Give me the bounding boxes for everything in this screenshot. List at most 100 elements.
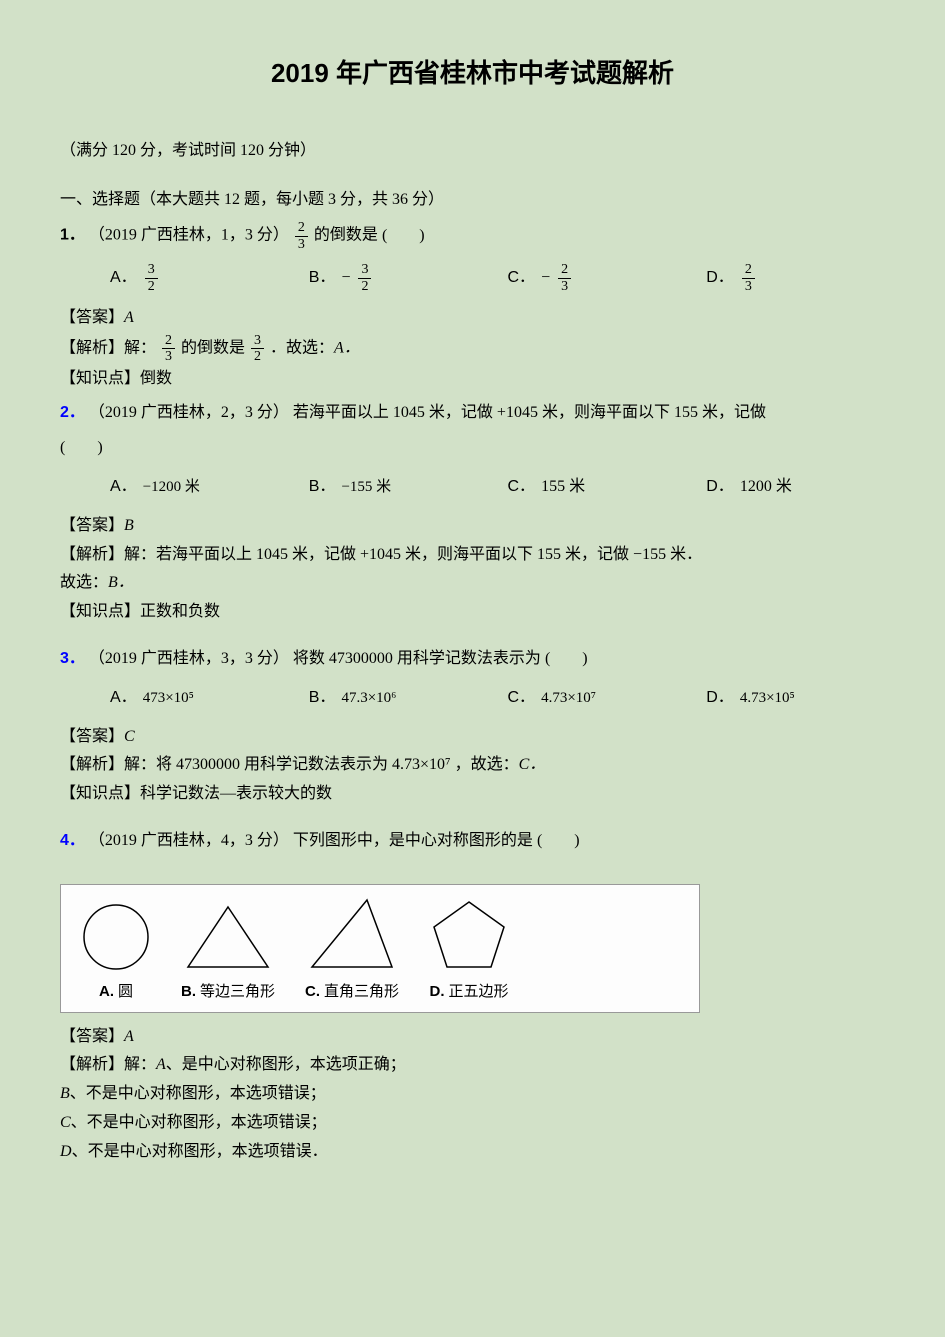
knowledge-label: 【知识点】 (60, 785, 140, 802)
q4-analysis-b: B、不是中心对称图形，本选项错误； (60, 1080, 885, 1109)
question-2: 2． （2019 广西桂林，2，3 分） 若海平面以上 1045 米，记做 +1… (60, 399, 885, 627)
opt-val: 155 米 (541, 473, 585, 502)
frac-num: 3 (358, 262, 371, 278)
q2-stem-text: 若海平面以上 1045 米，记做 +1045 米，则海平面以下 155 米，记做 (293, 404, 766, 421)
analysis-ans: C． (519, 756, 546, 773)
option-c: C．4.73×10⁷ (508, 684, 687, 713)
q2-number: 2． (60, 404, 85, 421)
answer-label: 【答案】 (60, 309, 124, 326)
answer-label: 【答案】 (60, 1028, 124, 1045)
frac-den: 3 (742, 279, 755, 294)
frac-num: 2 (558, 262, 571, 278)
answer-value: A (124, 309, 134, 326)
shape-right-triangle: C.直角三角形 (305, 897, 399, 1006)
fraction: 2 3 (742, 262, 755, 294)
q4-answer: 【答案】A (60, 1023, 885, 1052)
fraction: 3 2 (251, 333, 264, 365)
opt-val: −155 米 (341, 474, 391, 501)
q2-options: A．−1200 米 B．−155 米 C．155 米 D．1200 米 (60, 473, 885, 502)
item-letter: B (60, 1085, 70, 1102)
opt-label: D． (706, 684, 734, 713)
item-letter: A (156, 1056, 166, 1073)
option-b: B． − 3 2 (309, 262, 488, 294)
fraction: 2 3 (162, 333, 175, 365)
shapes-row: A.圆 B.等边三角形 C.直角三角形 D.正五边形 (60, 884, 700, 1013)
frac-den: 3 (295, 237, 308, 252)
shape-eq-triangle: B.等边三角形 (181, 902, 275, 1006)
option-a: A．−1200 米 (110, 473, 289, 502)
triangle-icon (183, 902, 273, 972)
option-a: A． 3 2 (110, 262, 289, 294)
fraction: 3 2 (145, 262, 158, 294)
option-a: A．473×10⁵ (110, 684, 289, 713)
frac-num: 3 (251, 333, 264, 349)
shape-label-b: B.等边三角形 (181, 978, 275, 1006)
analysis-label: 【解析】解： (60, 1056, 156, 1073)
q4-stem-text: 下列图形中，是中心对称图形的是 (293, 832, 533, 849)
q3-analysis: 【解析】解：将 47300000 用科学记数法表示为 4.73×10⁷ ，故选：… (60, 751, 885, 780)
fraction: 2 3 (558, 262, 571, 294)
answer-label: 【答案】 (60, 728, 124, 745)
q3-knowledge: 【知识点】科学记数法—表示较大的数 (60, 780, 885, 809)
q3-options: A．473×10⁵ B．47.3×10⁶ C．4.73×10⁷ D．4.73×1… (60, 684, 885, 713)
answer-label: 【答案】 (60, 517, 124, 534)
knowledge-value: 科学记数法—表示较大的数 (140, 785, 332, 802)
opt-label: B． (309, 684, 336, 713)
fraction: 3 2 (358, 262, 371, 294)
frac-num: 3 (145, 262, 158, 278)
frac-num: 2 (295, 220, 308, 236)
analysis-end: ．故选： (270, 339, 334, 356)
frac-den: 2 (145, 279, 158, 294)
neg-sign: − (341, 264, 350, 293)
shape-name: 直角三角形 (324, 984, 399, 1000)
q1-answer: 【答案】A (60, 304, 885, 333)
q1-stem-suffix: 的倒数是 (314, 227, 378, 244)
analysis-a: 、是中心对称图形，本选项正确； (166, 1056, 406, 1073)
analysis-line2: 故选： (60, 574, 108, 591)
q2-stem: 2． （2019 广西桂林，2，3 分） 若海平面以上 1045 米，记做 +1… (60, 399, 885, 428)
q2-analysis-line2: 故选：B． (60, 569, 885, 598)
neg-sign: − (541, 264, 550, 293)
item-letter: C (60, 1114, 71, 1131)
option-d: D． 2 3 (706, 262, 885, 294)
q4-analysis-a: 【解析】解：A、是中心对称图形，本选项正确； (60, 1051, 885, 1080)
analysis-text: 若海平面以上 1045 米，记做 +1045 米，则海平面以下 155 米，记做… (156, 546, 702, 563)
q4-analysis-d: D、不是中心对称图形，本选项错误． (60, 1138, 885, 1167)
shape-label-c: C.直角三角形 (305, 978, 399, 1006)
q3-stem-text: 将数 47300000 用科学记数法表示为 (293, 650, 541, 667)
analysis-label: 【解析】解： (60, 756, 156, 773)
analysis-d: 、不是中心对称图形，本选项错误． (72, 1143, 328, 1160)
shape-name: 圆 (118, 984, 133, 1000)
shape-label-d: D.正五边形 (430, 978, 509, 1006)
option-d: D．1200 米 (706, 473, 885, 502)
q3-answer: 【答案】C (60, 723, 885, 752)
analysis-ans: A． (334, 339, 360, 356)
opt-label: D． (706, 264, 734, 293)
analysis-ans: B． (108, 574, 134, 591)
analysis-label: 【解析】解： (60, 546, 156, 563)
item-letter: D (60, 1143, 72, 1160)
paren-blank: ( ) (545, 645, 588, 674)
q1-analysis: 【解析】解： 2 3 的倒数是 3 2 ．故选：A． (60, 333, 885, 365)
paren-blank: ( ) (537, 827, 580, 856)
answer-value: C (124, 728, 135, 745)
q1-stem: 1． （2019 广西桂林，1，3 分） 2 3 的倒数是 ( ) (60, 220, 885, 252)
right-triangle-icon (307, 897, 397, 972)
opt-val: 4.73×10⁷ (541, 685, 596, 712)
opt-label: C． (508, 684, 536, 713)
opt-val: −1200 米 (143, 474, 200, 501)
q3-meta: （2019 广西桂林，3，3 分） (89, 650, 289, 667)
q2-answer: 【答案】B (60, 512, 885, 541)
shape-circle: A.圆 (81, 902, 151, 1006)
answer-value: A (124, 1028, 134, 1045)
option-b: B．47.3×10⁶ (309, 684, 488, 713)
shape-name: 正五边形 (449, 984, 509, 1000)
q1-number: 1． (60, 227, 85, 244)
q2-paren-line: ( ) (60, 434, 885, 463)
opt-label: B． (309, 264, 336, 293)
q4-analysis-c: C、不是中心对称图形，本选项错误； (60, 1109, 885, 1138)
q3-number: 3． (60, 650, 85, 667)
opt-val: 1200 米 (740, 473, 792, 502)
section-header: 一、选择题（本大题共 12 题，每小题 3 分，共 36 分） (60, 186, 885, 215)
option-d: D．4.73×10⁵ (706, 684, 885, 713)
